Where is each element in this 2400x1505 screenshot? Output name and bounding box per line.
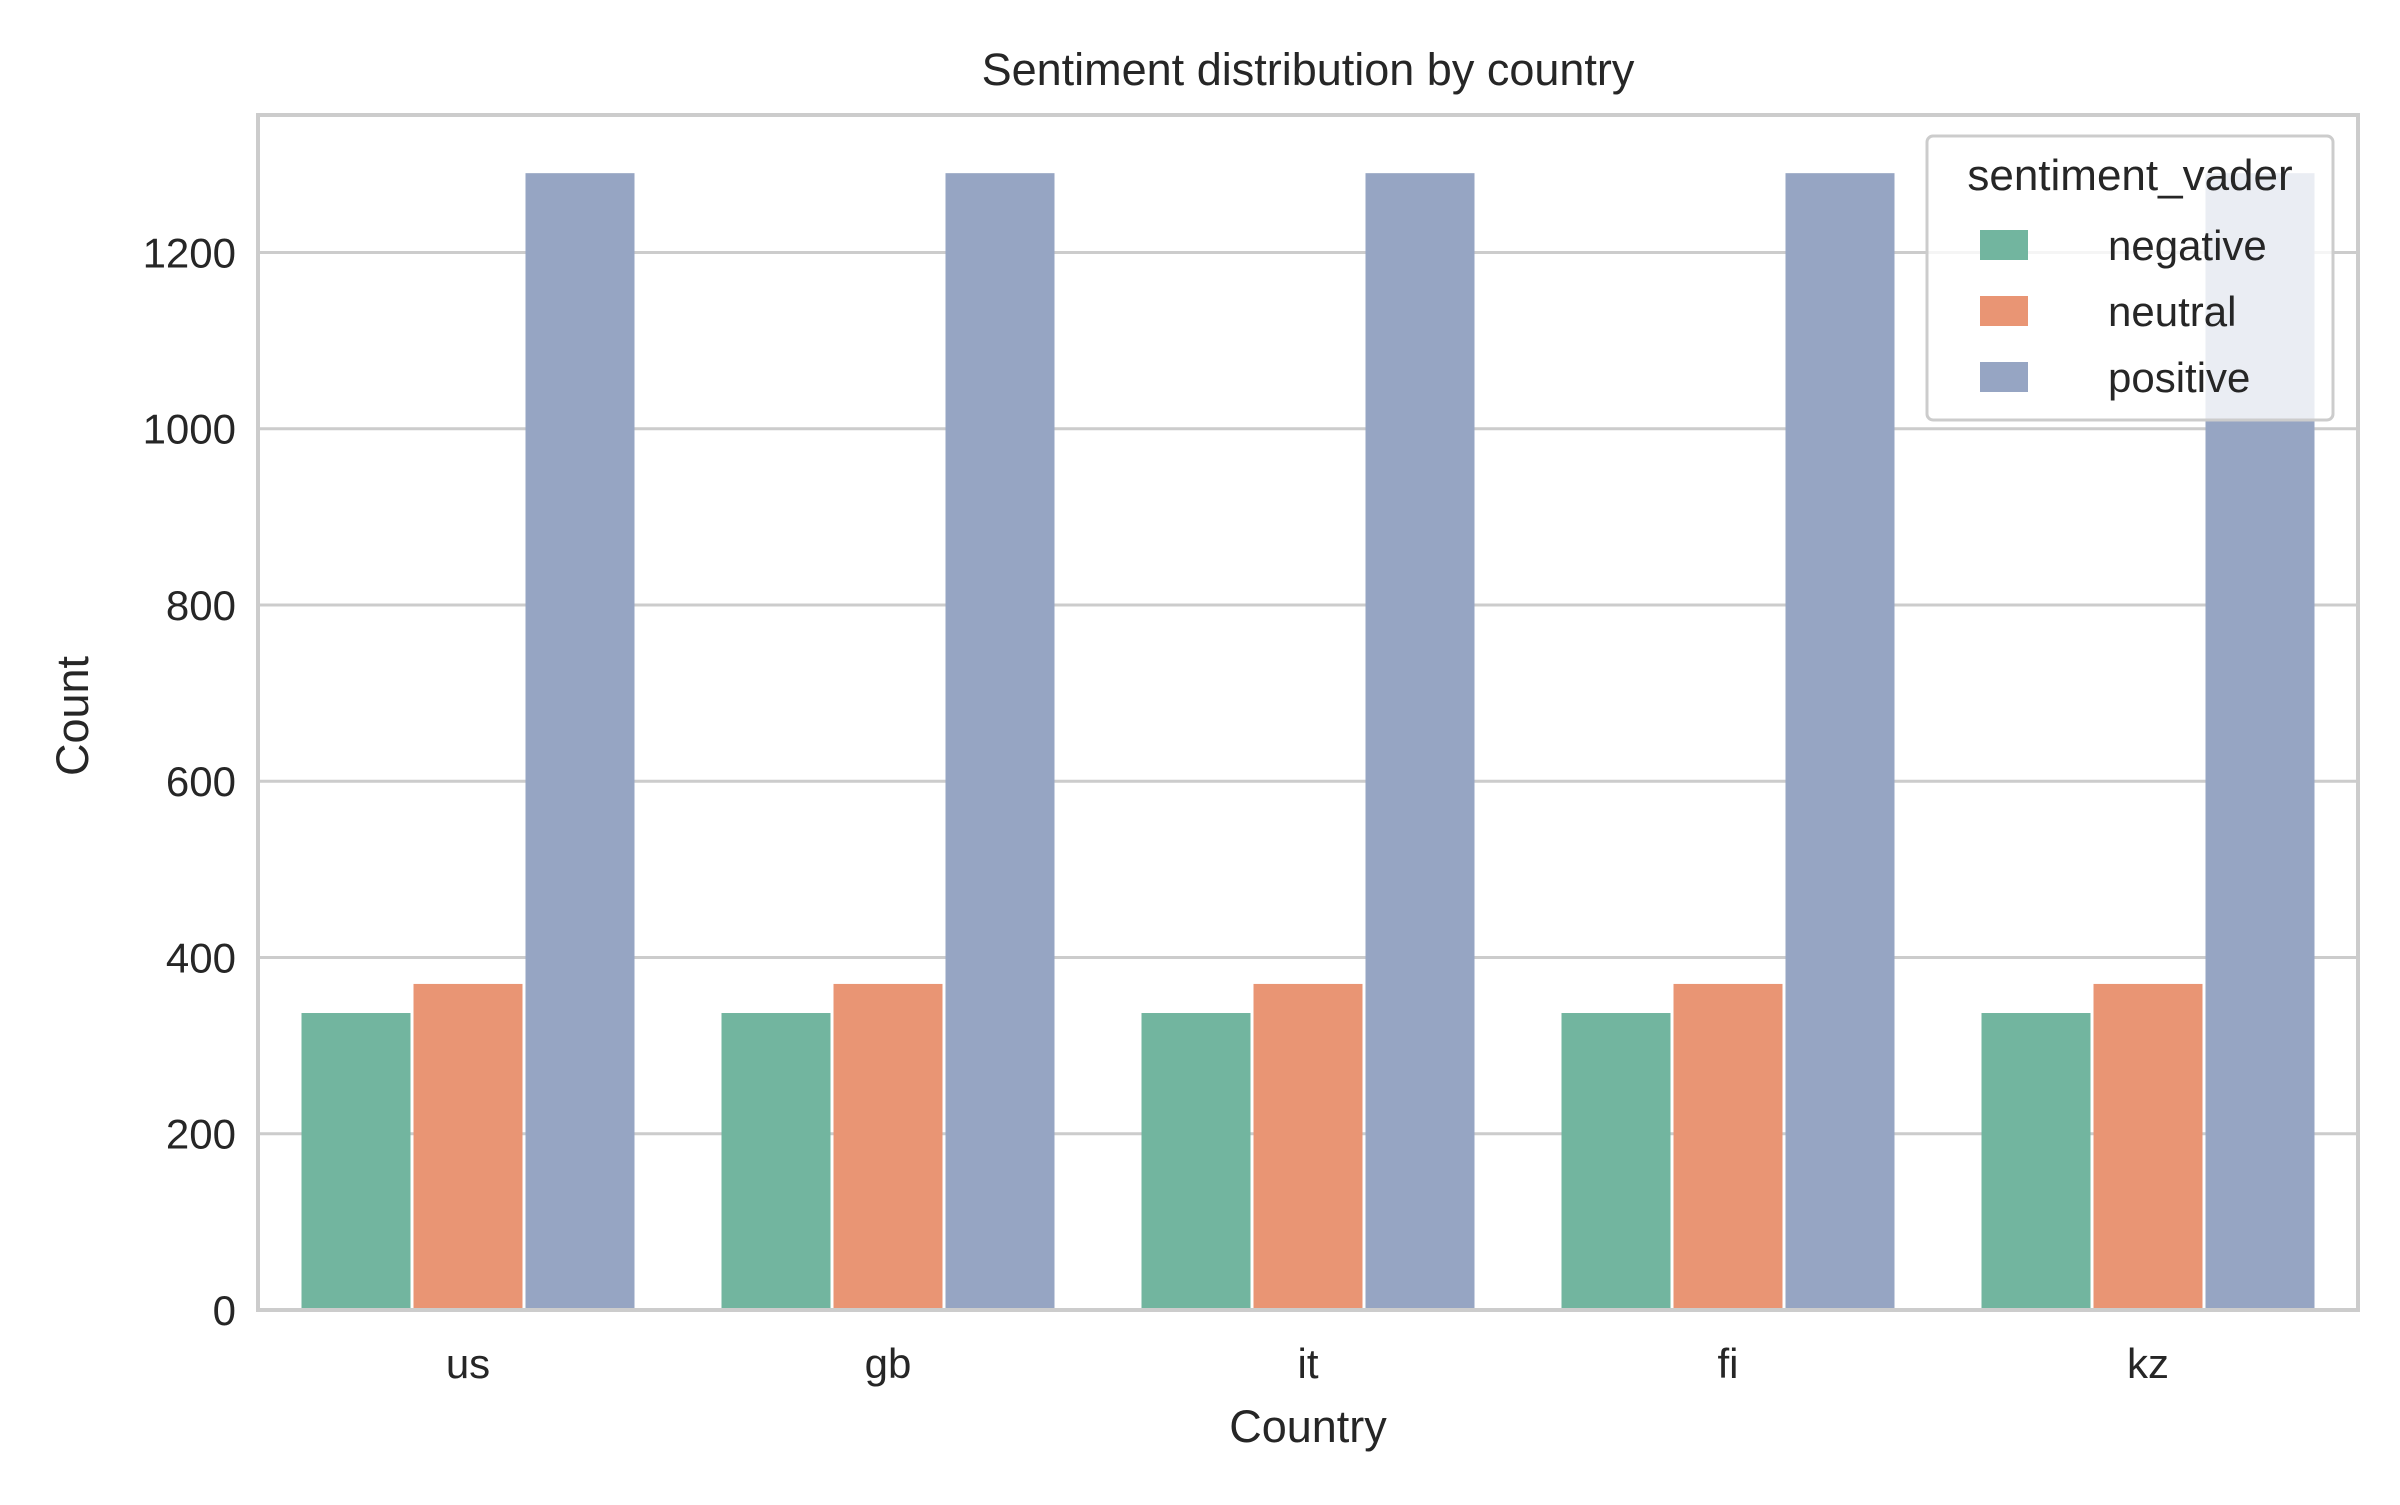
bar-positive-gb (945, 173, 1055, 1311)
x-tick-label: kz (2127, 1340, 2169, 1387)
legend-label-neutral: neutral (2108, 288, 2236, 335)
bar-negative-kz (1981, 1013, 2091, 1310)
legend-swatch-negative (1980, 230, 2028, 260)
legend: sentiment_vader negative neutral positive (1925, 134, 2335, 422)
x-axis-ticks: us gb it fi kz (446, 1340, 2169, 1387)
bar-negative-it (1141, 1013, 1251, 1310)
legend-label-positive: positive (2108, 354, 2250, 401)
x-tick-label: us (446, 1340, 490, 1387)
legend-entries: negative neutral positive (1980, 222, 2267, 401)
bar-positive-it (1365, 173, 1475, 1311)
y-tick-label: 1000 (143, 406, 236, 453)
bar-neutral-kz (2093, 983, 2203, 1310)
x-tick-label: gb (865, 1340, 912, 1387)
y-axis-label: Count (47, 655, 98, 776)
legend-title: sentiment_vader (1967, 151, 2292, 200)
y-axis-ticks: 0 200 400 600 800 1000 1200 (143, 229, 236, 1334)
bar-negative-fi (1561, 1013, 1671, 1310)
y-tick-label: 1200 (143, 229, 236, 276)
bar-neutral-us (413, 983, 523, 1310)
chart-title: Sentiment distribution by country (982, 44, 1635, 95)
x-axis-label: Country (1229, 1401, 1387, 1452)
x-tick-label: it (1298, 1340, 1319, 1387)
y-tick-label: 400 (166, 934, 236, 981)
bar-negative-us (301, 1013, 411, 1310)
bars (301, 173, 2315, 1311)
bar-neutral-gb (833, 983, 943, 1310)
bar-positive-fi (1785, 173, 1895, 1311)
legend-box (1925, 134, 2335, 422)
legend-swatch-neutral (1980, 296, 2028, 326)
y-tick-label: 0 (213, 1287, 236, 1334)
bar-neutral-it (1253, 983, 1363, 1310)
x-tick-label: fi (1718, 1340, 1739, 1387)
legend-label-negative: negative (2108, 222, 2267, 269)
y-tick-label: 600 (166, 758, 236, 805)
y-tick-label: 800 (166, 582, 236, 629)
bar-negative-gb (721, 1013, 831, 1310)
plot-frame (256, 113, 2360, 1312)
bar-neutral-fi (1673, 983, 1783, 1310)
y-tick-label: 200 (166, 1111, 236, 1158)
legend-swatch-positive (1980, 362, 2028, 392)
bar-positive-us (525, 173, 635, 1311)
